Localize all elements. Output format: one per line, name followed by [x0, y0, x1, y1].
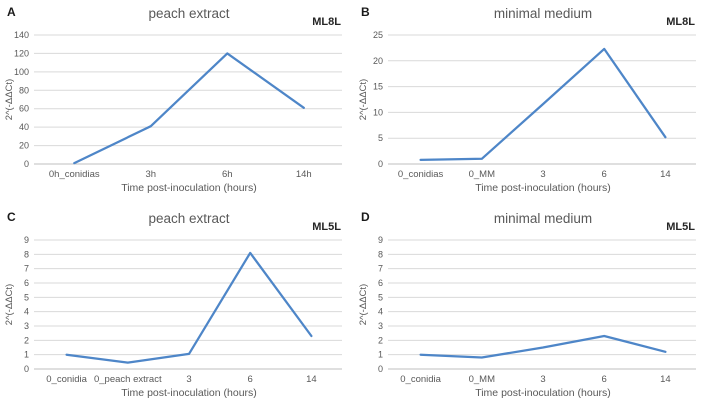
y-tick-label: 0 [24, 364, 29, 374]
chart-title: peach extract [148, 211, 229, 226]
y-tick-label: 6 [378, 278, 383, 288]
series-corner-label: ML8L [666, 16, 695, 28]
y-axis-title: 2^(-ΔΔCt) [358, 284, 369, 325]
x-tick-label: 0_conidia [46, 374, 87, 385]
chart-title: minimal medium [494, 6, 592, 21]
y-tick-label: 15 [373, 82, 383, 92]
chart-title: peach extract [148, 6, 229, 21]
y-tick-label: 8 [24, 249, 29, 259]
y-axis-title: 2^(-ΔΔCt) [4, 79, 15, 120]
chart-D-minimal-medium-ML5L: 0 1 2 3 4 5 6 7 8 9 minimal medium ML5L 0_conidia 0_M… [354, 205, 708, 410]
x-tick-label: 3 [540, 169, 545, 180]
x-tick-label: 6 [248, 374, 253, 385]
y-tick-label: 9 [24, 235, 29, 245]
y-tick-label: 120 [14, 48, 29, 58]
y-tick-label: 60 [19, 104, 29, 114]
y-tick-label: 0 [24, 159, 29, 169]
x-tick-label: 14 [660, 374, 671, 385]
y-tick-label: 5 [24, 292, 29, 302]
x-tick-label: 14 [306, 374, 317, 385]
x-axis-title: Time post-inoculation (hours) [121, 387, 257, 399]
y-tick-label: 4 [24, 307, 29, 317]
data-line-series [419, 47, 667, 162]
x-tick-label: 6h [222, 169, 233, 180]
y-tick-label: 1 [24, 350, 29, 360]
y-tick-label: 20 [19, 141, 29, 151]
y-tick-label: 25 [373, 30, 383, 40]
x-tick-label: 3 [540, 374, 545, 385]
panel-letter-B: B [361, 5, 370, 19]
data-line-series [419, 334, 667, 359]
x-tick-label: 0h_conidias [49, 169, 100, 180]
y-tick-label: 80 [19, 85, 29, 95]
x-axis-title: Time post-inoculation (hours) [475, 387, 611, 399]
panel-A-plot: 0 20 40 60 80 100 120 140 peach extract ML8L 0h_co… [4, 6, 342, 194]
chart-C-peach-extract-ML5L: 0 1 2 3 4 5 6 7 8 9 peach extract ML5L 0_conidia 0_pe… [0, 205, 354, 410]
x-tick-label: 3h [145, 169, 156, 180]
y-tick-label: 0 [378, 159, 383, 169]
y-tick-label: 4 [378, 307, 383, 317]
panel-B: B 0 5 10 15 20 25 minimal medium ML8L 0_conidias… [354, 0, 708, 205]
y-tick-label: 2 [24, 335, 29, 345]
y-tick-label: 1 [378, 350, 383, 360]
y-tick-label: 8 [378, 249, 383, 259]
y-tick-label: 140 [14, 30, 29, 40]
y-tick-label: 6 [24, 278, 29, 288]
x-tick-label: 14 [660, 169, 671, 180]
panel-letter-A: A [7, 5, 16, 19]
x-axis-title: Time post-inoculation (hours) [121, 182, 257, 194]
x-tick-label: 6 [602, 169, 607, 180]
y-tick-label: 20 [373, 56, 383, 66]
y-axis-title: 2^(-ΔΔCt) [358, 79, 369, 120]
series-corner-label: ML5L [312, 221, 341, 233]
y-tick-label: 7 [378, 264, 383, 274]
data-line-series [73, 52, 305, 165]
x-axis-title: Time post-inoculation (hours) [475, 182, 611, 194]
panel-C: C 0 1 2 3 4 5 6 7 8 9 peach extract ML5L 0_conidia 0_… [0, 205, 354, 410]
x-tick-label: 3 [186, 374, 191, 385]
panel-letter-C: C [7, 210, 16, 224]
chart-A-peach-extract-ML8L: 0 20 40 60 80 100 120 140 peach extract ML8L 0h_co… [0, 0, 354, 205]
panel-B-plot: 0 5 10 15 20 25 minimal medium ML8L 0_conidias 0_… [358, 6, 696, 194]
panel-C-plot: 0 1 2 3 4 5 6 7 8 9 peach extract ML5L 0_conidia 0_pe… [4, 211, 342, 399]
panel-D-plot: 0 1 2 3 4 5 6 7 8 9 minimal medium ML5L 0_conidia 0_M… [358, 211, 696, 399]
y-tick-label: 10 [373, 107, 383, 117]
panel-D: D 0 1 2 3 4 5 6 7 8 9 minimal medium ML5L 0_conidia 0… [354, 205, 708, 410]
panel-letter-D: D [361, 210, 370, 224]
x-tick-label: 0_conidia [400, 374, 441, 385]
chart-B-minimal-medium-ML8L: 0 5 10 15 20 25 minimal medium ML8L 0_conidias 0_… [354, 0, 708, 205]
x-tick-label: 0_conidias [398, 169, 444, 180]
data-line-series [65, 251, 313, 364]
y-tick-label: 2 [378, 335, 383, 345]
x-tick-label: 14h [296, 169, 312, 180]
y-tick-label: 5 [378, 292, 383, 302]
y-axis-title: 2^(-ΔΔCt) [4, 284, 15, 325]
x-tick-label: 0_MM [469, 374, 495, 385]
y-tick-label: 100 [14, 67, 29, 77]
x-tick-label: 6 [602, 374, 607, 385]
x-tick-label: 0_peach extract [94, 374, 162, 385]
y-tick-label: 40 [19, 122, 29, 132]
panel-A: A 0 20 40 60 80 100 120 140 peach extract ML8L 0h_… [0, 0, 354, 205]
y-tick-label: 7 [24, 264, 29, 274]
x-tick-label: 0_MM [469, 169, 495, 180]
y-tick-label: 9 [378, 235, 383, 245]
series-corner-label: ML8L [312, 16, 341, 28]
y-tick-label: 0 [378, 364, 383, 374]
y-tick-label: 3 [378, 321, 383, 331]
chart-title: minimal medium [494, 211, 592, 226]
y-tick-label: 5 [378, 133, 383, 143]
y-tick-label: 3 [24, 321, 29, 331]
series-corner-label: ML5L [666, 221, 695, 233]
